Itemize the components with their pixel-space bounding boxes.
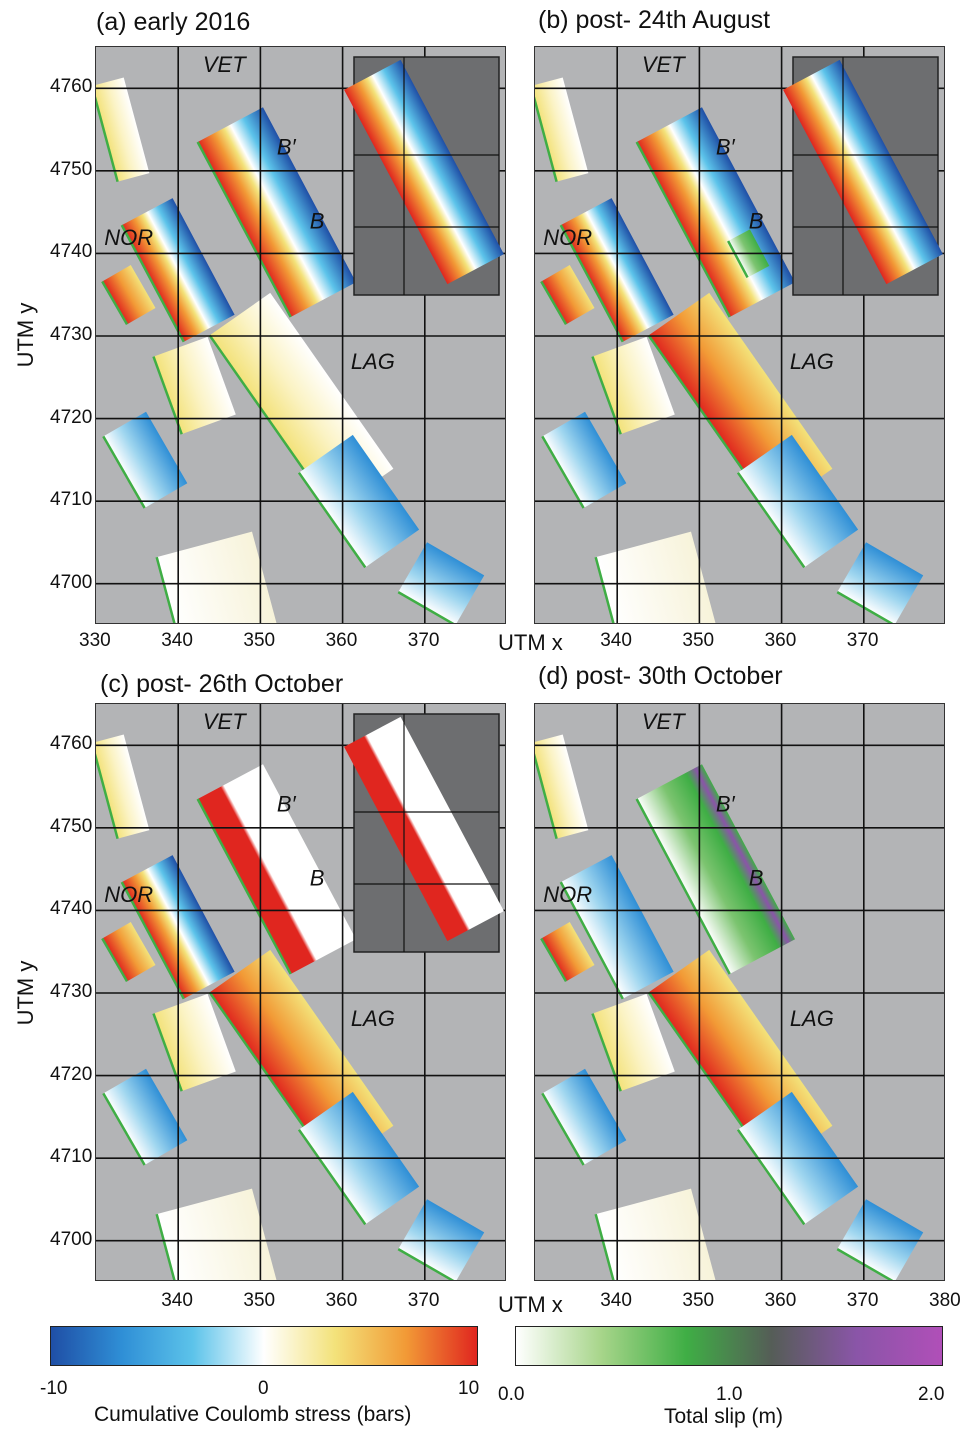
fault-patch-west: [542, 412, 626, 508]
slip-colorbar: [515, 1326, 943, 1366]
fault-label: B′: [716, 791, 736, 816]
fault-label: LAG: [351, 349, 395, 374]
x-tick-label: 350: [243, 1290, 275, 1312]
x-tick-label: 350: [682, 630, 714, 652]
x-tick-label: 330: [79, 630, 111, 652]
y-tick-label: 4710: [50, 1146, 92, 1168]
fault-label: B′: [716, 134, 736, 159]
x-tick-label: 350: [682, 1290, 714, 1312]
y-tick-label: 4700: [50, 1229, 92, 1251]
fault-label: B′: [277, 791, 297, 816]
x-tick-label: 360: [765, 630, 797, 652]
y-tick-label: 4750: [50, 159, 92, 181]
x-tick-label: 340: [161, 630, 193, 652]
map-svg: VET B′ B NOR LAG: [535, 704, 945, 1281]
x-tick-label: 380: [929, 1290, 961, 1312]
fault-label: NOR: [543, 225, 592, 250]
fault-patch-nw: [535, 734, 588, 838]
map-svg: VET B′ B NOR LAG: [535, 47, 945, 624]
fault-label: LAG: [790, 1006, 834, 1031]
panel-title-d: (d) post- 30th October: [538, 662, 783, 691]
stress-colorbar-title: Cumulative Coulomb stress (bars): [94, 1403, 411, 1427]
map-svg: VET B′ B NOR LAG: [96, 47, 506, 624]
fault-patch-west: [103, 1069, 187, 1165]
fault-patch-south: [157, 1189, 282, 1281]
x-tick-label: 370: [408, 1290, 440, 1312]
slip-colorbar-title: Total slip (m): [664, 1405, 783, 1429]
fault-patch-south: [596, 532, 721, 624]
map-svg: VET B′ B NOR LAG: [96, 704, 506, 1281]
fault-patch-south: [157, 532, 282, 624]
map-panel-c: VET B′ B NOR LAG: [95, 703, 506, 1281]
fault-patch-west: [542, 1069, 626, 1165]
fault-label: NOR: [104, 225, 153, 250]
map-panel-a: VET B′ B NOR LAG: [95, 46, 506, 624]
x-axis-label-bottom: UTM x: [498, 1292, 563, 1318]
fault-label: B: [749, 866, 764, 891]
x-tick-label: 340: [161, 1290, 193, 1312]
fault-label: LAG: [351, 1006, 395, 1031]
panel-title-c: (c) post- 26th October: [100, 670, 343, 699]
map-panel-d: VET B′ B NOR LAG: [534, 703, 945, 1281]
y-tick-label: 4720: [50, 1064, 92, 1086]
y-axis-label-bottom: UTM y: [13, 953, 39, 1033]
fault-patch-west: [103, 412, 187, 508]
stress-colorbar-tick-mid: 0: [258, 1378, 269, 1400]
y-tick-label: 4730: [50, 981, 92, 1003]
x-tick-label: 370: [847, 630, 879, 652]
stress-colorbar-tick-max: 10: [458, 1378, 479, 1400]
fault-label: NOR: [543, 882, 592, 907]
panel-title-a: (a) early 2016: [96, 8, 250, 37]
stress-colorbar: [50, 1326, 478, 1366]
x-tick-label: 370: [408, 630, 440, 652]
fault-label: VET: [203, 709, 247, 734]
fault-patch-nw: [535, 77, 588, 181]
fault-patch-nw: [96, 734, 149, 838]
x-tick-label: 350: [243, 630, 275, 652]
y-tick-label: 4740: [50, 898, 92, 920]
fault-label: VET: [642, 709, 686, 734]
y-tick-label: 4730: [50, 324, 92, 346]
x-tick-label: 360: [765, 1290, 797, 1312]
y-tick-label: 4750: [50, 816, 92, 838]
fault-label: B: [310, 209, 325, 234]
x-tick-label: 360: [326, 630, 358, 652]
fault-label: B: [749, 209, 764, 234]
fault-label: LAG: [790, 349, 834, 374]
stress-colorbar-tick-min: -10: [40, 1378, 67, 1400]
x-tick-label: 340: [600, 630, 632, 652]
fault-label: NOR: [104, 882, 153, 907]
y-tick-label: 4760: [50, 76, 92, 98]
x-tick-label: 360: [326, 1290, 358, 1312]
x-tick-label: 340: [600, 1290, 632, 1312]
x-tick-label: 370: [847, 1290, 879, 1312]
y-axis-label-top: UTM y: [13, 295, 39, 375]
y-tick-label: 4710: [50, 489, 92, 511]
y-tick-label: 4720: [50, 407, 92, 429]
slip-colorbar-tick-max: 2.0: [918, 1384, 944, 1406]
y-tick-label: 4740: [50, 241, 92, 263]
slip-colorbar-tick-min: 0.0: [498, 1384, 524, 1406]
fault-label: VET: [203, 52, 247, 77]
panel-title-b: (b) post- 24th August: [538, 6, 770, 35]
fault-patch-south: [596, 1189, 721, 1281]
fault-label: VET: [642, 52, 686, 77]
fault-label: B′: [277, 134, 297, 159]
map-panel-b: VET B′ B NOR LAG: [534, 46, 945, 624]
y-tick-label: 4760: [50, 733, 92, 755]
x-axis-label-top: UTM x: [498, 630, 563, 656]
y-tick-label: 4700: [50, 572, 92, 594]
fault-patch-nw: [96, 77, 149, 181]
slip-colorbar-tick-mid: 1.0: [716, 1384, 742, 1406]
fault-label: B: [310, 866, 325, 891]
